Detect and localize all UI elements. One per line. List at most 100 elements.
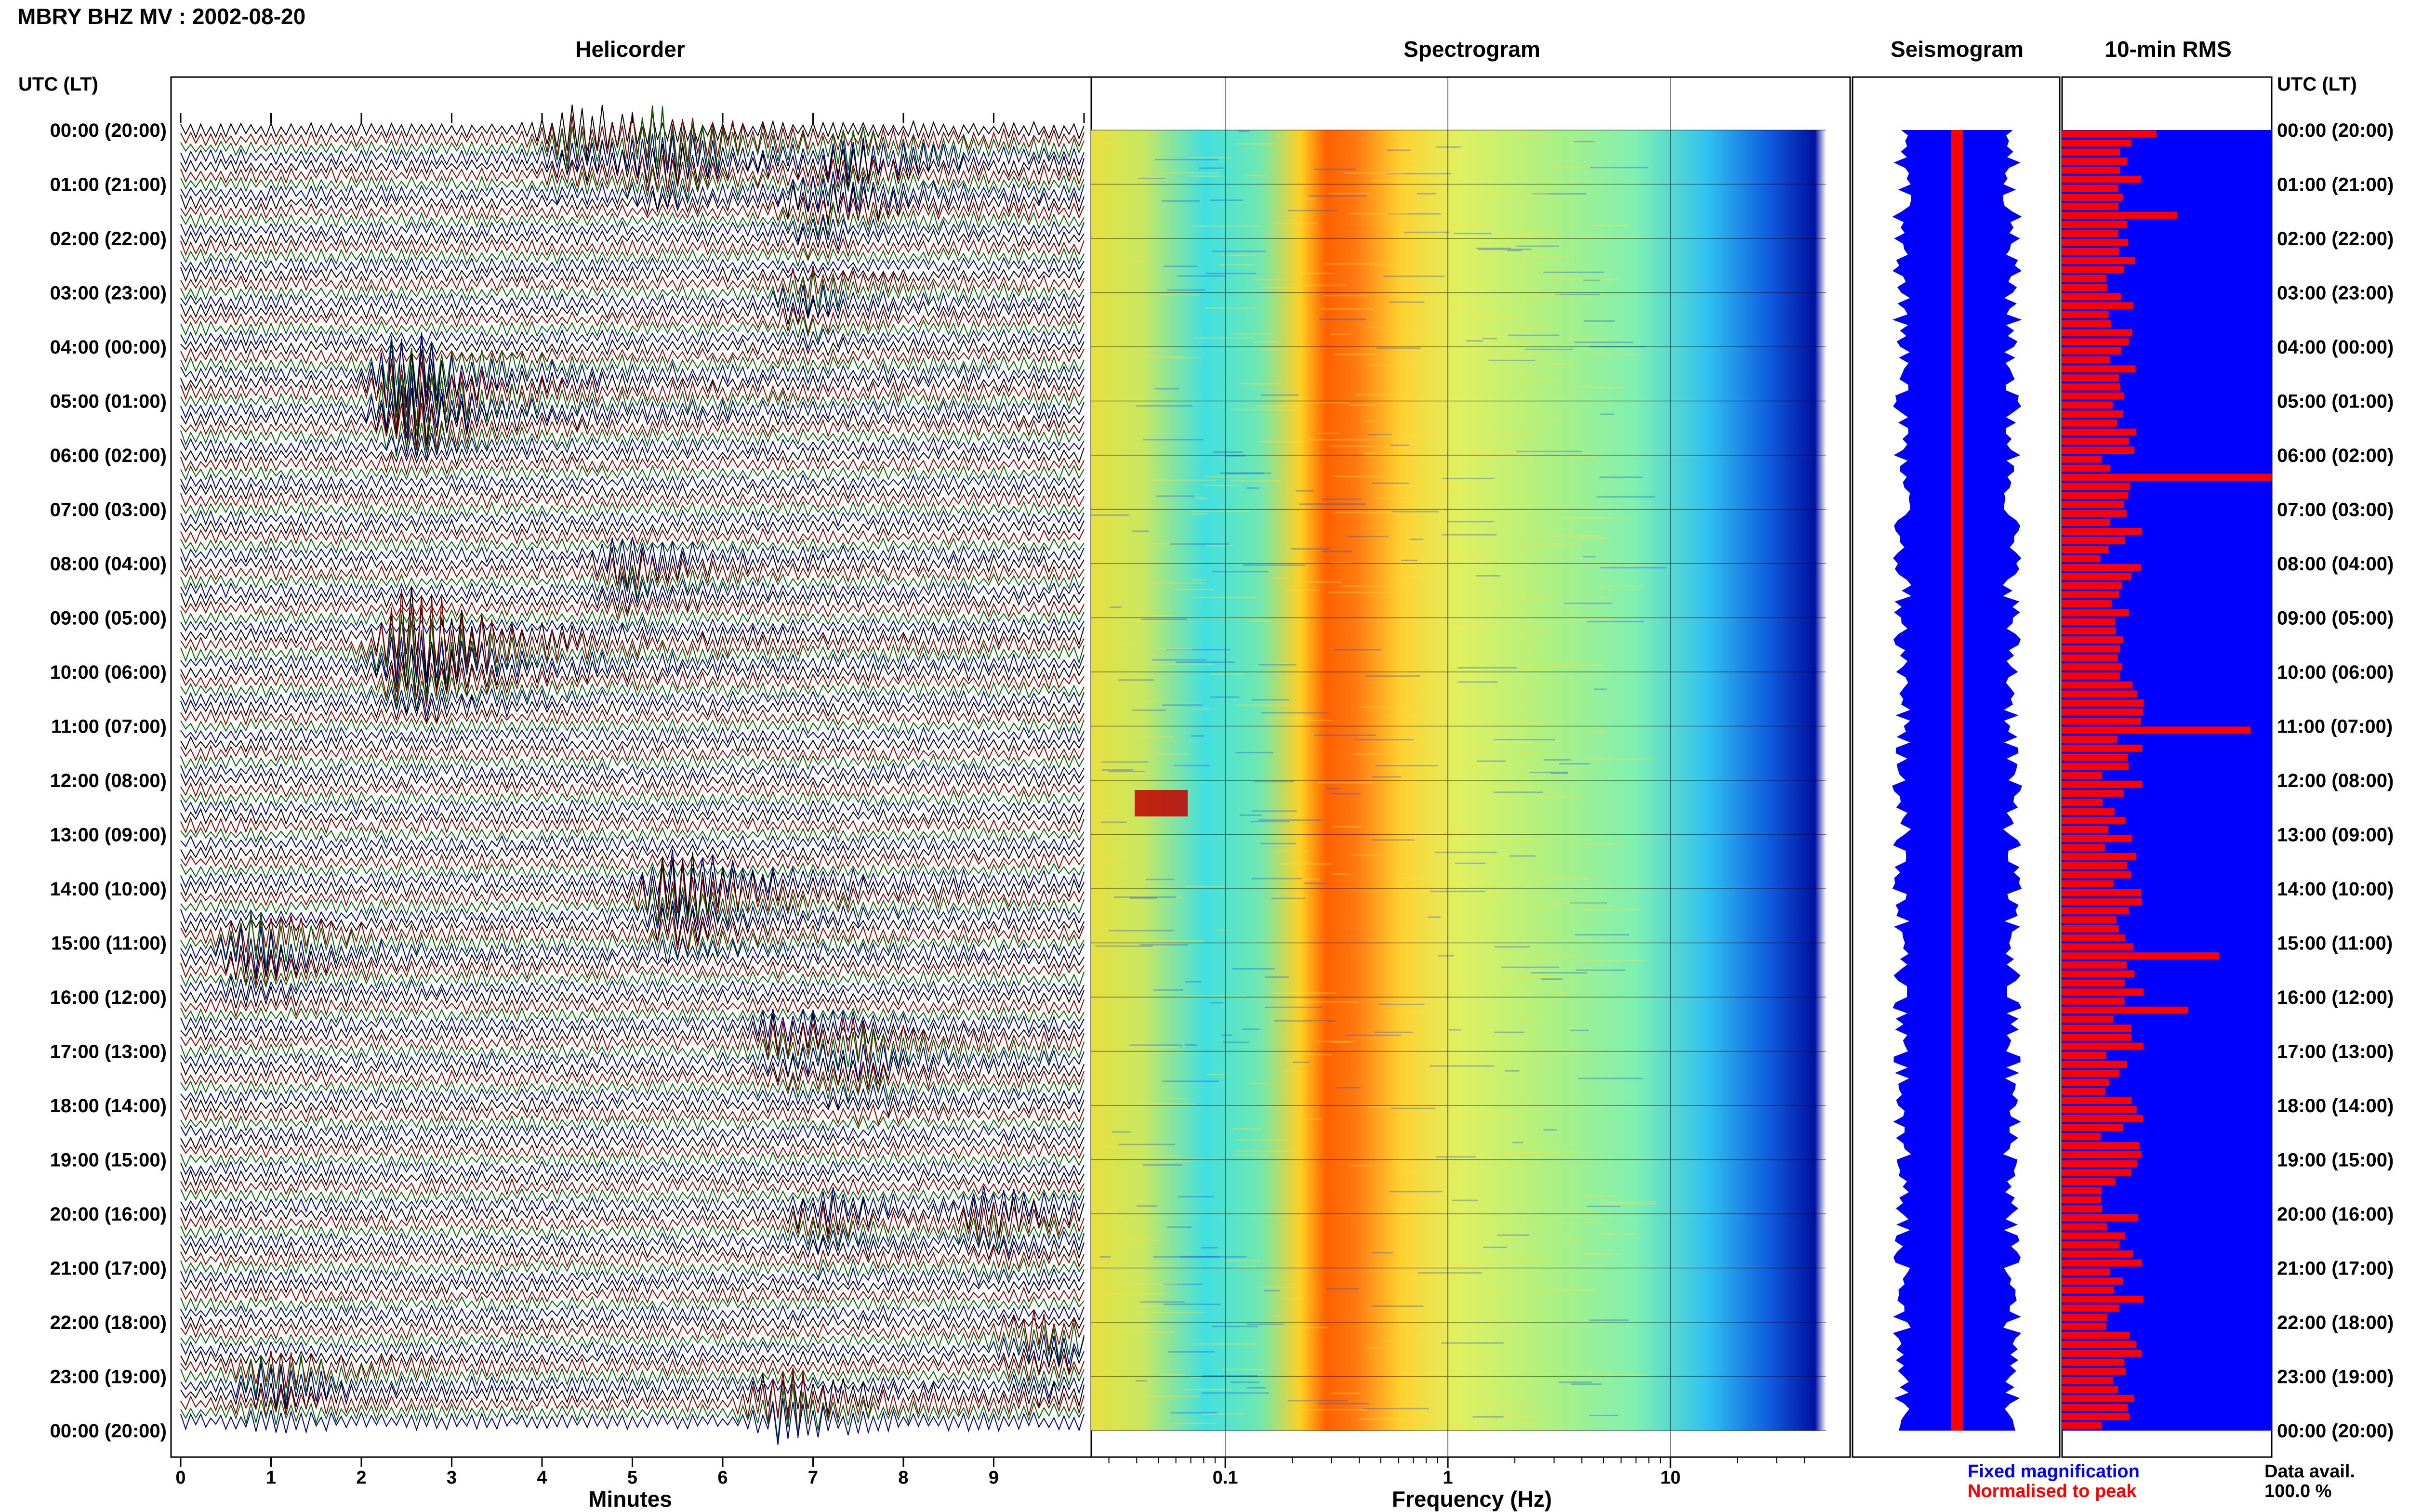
helicorder-trace <box>180 1142 1085 1159</box>
spectrogram-texture <box>1101 761 1149 763</box>
spectrogram-texture <box>1220 264 1253 266</box>
time-label-right: 15:00 (11:00) <box>2277 933 2393 954</box>
spectrogram-texture <box>1419 890 1451 892</box>
time-label-right: 02:00 (22:00) <box>2277 228 2394 250</box>
spectrogram-texture <box>1251 878 1302 880</box>
spectrogram-texture <box>1237 1150 1296 1152</box>
spectrogram-texture <box>1493 791 1543 793</box>
panel-title-helicorder: Helicorder <box>575 37 685 62</box>
spectrogram-texture <box>1226 455 1245 457</box>
spectrogram-texture <box>1143 439 1204 441</box>
rms-bar <box>2062 627 2116 634</box>
helicorder-trace <box>180 966 1085 992</box>
rms-bar <box>2062 464 2111 472</box>
spectrogram-texture <box>1483 193 1547 195</box>
helicorder-trace <box>180 1257 1085 1280</box>
spectrogram-texture <box>1264 1289 1280 1291</box>
rms-bar <box>2062 473 2272 481</box>
helicorder-trace <box>180 1363 1085 1408</box>
rms-bar <box>2062 537 2125 544</box>
rms-bar <box>2062 690 2138 698</box>
helicorder-trace <box>180 297 1085 325</box>
spectrogram-texture <box>1379 1340 1396 1342</box>
spectrogram-texture <box>1516 245 1560 247</box>
spectrogram-texture <box>1315 1040 1356 1042</box>
rms-bar <box>2062 699 2144 707</box>
spectrogram-texture <box>1563 1239 1581 1241</box>
spectrogram-texture <box>1243 564 1306 566</box>
spectrogram-texture <box>1225 473 1265 474</box>
time-label-left: 00:00 (20:00) <box>50 120 167 141</box>
rms-bar <box>2062 437 2129 445</box>
time-label-right: 22:00 (18:00) <box>2277 1312 2394 1333</box>
spectrogram-texture <box>1104 1146 1167 1148</box>
rms-bar <box>2062 456 2102 463</box>
rms-bar <box>2062 916 2117 923</box>
helicorder-trace <box>180 246 1085 268</box>
helicorder-trace <box>180 1313 1085 1331</box>
spectrogram-texture <box>1118 1144 1175 1145</box>
helicorder-trace <box>180 849 1085 913</box>
rms-bar <box>2062 266 2124 273</box>
spectrogram-texture <box>1103 857 1125 859</box>
helicorder-tick-label: 6 <box>717 1468 728 1488</box>
helicorder-trace <box>180 1309 1085 1352</box>
helicorder-trace <box>180 106 1085 173</box>
spectrogram-texture <box>1517 696 1530 698</box>
spectrogram-texture <box>1550 772 1569 774</box>
rms-bar <box>2062 519 2110 526</box>
spectrogram-texture <box>1293 1061 1310 1063</box>
spectrogram-texture <box>1364 452 1378 454</box>
helicorder-trace <box>180 597 1085 620</box>
helicorder-trace <box>180 483 1085 500</box>
spectrogram-texture <box>1478 456 1503 458</box>
spectrogram-texture <box>1381 1010 1425 1012</box>
spectrogram-texture <box>1587 758 1651 760</box>
rms-bar <box>2062 736 2118 743</box>
rms-bar <box>2062 1359 2125 1366</box>
spectrogram-texture <box>1138 177 1165 179</box>
spectrogram-texture <box>1556 992 1568 994</box>
spectrogram-texture <box>1418 484 1443 486</box>
spectrogram-texture <box>1386 173 1452 175</box>
spectrogram-texture <box>1430 1065 1495 1067</box>
spectrogram-texture <box>1210 673 1246 675</box>
spectrogram-texture <box>1112 1131 1131 1133</box>
spectrogram-texture <box>1576 843 1625 845</box>
rms-bar <box>2062 1232 2125 1240</box>
spectrogram-texture <box>1476 248 1511 250</box>
spectrogram-texture <box>1575 934 1629 936</box>
spectrogram-texture <box>1541 933 1557 934</box>
spectrogram-texture <box>1501 358 1529 360</box>
rms-bar <box>2062 483 2131 490</box>
spectrogram-texture <box>1139 944 1188 946</box>
helicorder-trace <box>180 547 1085 588</box>
spectrogram-texture <box>1571 1383 1602 1385</box>
rms-bar <box>2062 428 2136 436</box>
spectrogram-texture <box>1574 141 1595 143</box>
time-label-right: 17:00 (13:00) <box>2277 1041 2394 1063</box>
spectrogram-texture <box>1190 513 1208 514</box>
rms-bar <box>2062 1259 2142 1267</box>
spectrogram-texture <box>1391 1002 1429 1004</box>
rms-bar <box>2062 302 2133 309</box>
rms-bar <box>2062 979 2125 987</box>
spectrogram-texture <box>1372 839 1414 841</box>
rms-bar <box>2062 356 2110 364</box>
rms-bar <box>2062 139 2131 147</box>
rms-bar <box>2062 221 2128 228</box>
spectrogram-texture <box>1400 130 1417 132</box>
helicorder-trace <box>180 346 1085 367</box>
time-label-right: 03:00 (23:00) <box>2277 283 2394 304</box>
spectrogram-texture <box>1452 1199 1478 1201</box>
spectrogram-texture <box>1260 441 1310 443</box>
spectrogram-texture <box>1601 1233 1638 1235</box>
spectrogram-texture <box>1447 1114 1465 1116</box>
spectrogram-texture <box>1440 224 1488 225</box>
spectrogram-texture <box>1335 512 1398 513</box>
helicorder-tick-label: 8 <box>898 1468 908 1488</box>
spectrogram-texture <box>1578 960 1645 961</box>
helicorder-trace <box>180 316 1085 343</box>
spectrogram-texture <box>1507 250 1522 251</box>
helicorder-trace <box>180 285 1085 318</box>
